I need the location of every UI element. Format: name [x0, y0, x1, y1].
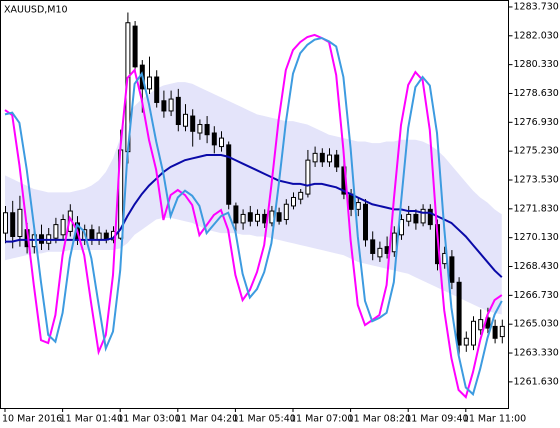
candle-body [319, 152, 325, 163]
candle-body [449, 256, 455, 283]
indicator-line [5, 154, 503, 278]
candle-body [226, 144, 232, 205]
candle-body [175, 96, 181, 126]
x-tick-label: 11 Mar 05:40 [232, 414, 295, 425]
candle-body [247, 212, 253, 222]
candle-body [190, 115, 196, 132]
candle-body [478, 319, 484, 331]
candle-body [291, 196, 296, 207]
plot-frame [0, 0, 509, 409]
candle-body [10, 212, 16, 237]
candle-body [219, 137, 224, 148]
candle-body [17, 208, 23, 237]
candle-body [147, 76, 152, 90]
candle-body [233, 205, 239, 224]
x-tick-label: 11 Mar 11:00 [463, 414, 526, 425]
candle-body [161, 100, 167, 112]
candle-body [327, 154, 332, 163]
candle-body [427, 208, 433, 226]
candle-body [499, 325, 505, 338]
x-tick-label: 10 Mar 2016 [2, 414, 62, 425]
candle-body [183, 113, 188, 127]
candle-body [492, 325, 498, 339]
indicator-line [4, 36, 503, 397]
candle-body [298, 191, 304, 200]
y-tick-label: 1275.230 [514, 146, 559, 157]
candle-body [377, 247, 383, 258]
candle-body [413, 213, 419, 224]
candle-body [154, 76, 160, 103]
y-tick-label: 1276.930 [514, 117, 559, 128]
candle-body [471, 320, 476, 346]
candle-body [355, 202, 361, 210]
candle-body [370, 239, 376, 254]
y-tick-label: 1265.030 [514, 319, 559, 330]
candle-body [132, 25, 138, 68]
candle-body [60, 219, 66, 236]
y-tick-label: 1268.430 [514, 261, 559, 272]
plot-area [3, 12, 505, 400]
candle-body [53, 224, 59, 239]
candle-body [406, 213, 412, 222]
x-tick-label: 11 Mar 08:20 [348, 414, 411, 425]
candle-body [463, 337, 469, 346]
y-tick-label: 1271.830 [514, 203, 559, 214]
candle-body [3, 212, 8, 234]
x-tick-label: 11 Mar 03:00 [117, 414, 180, 425]
candle-body [240, 213, 246, 224]
chart-title: XAUUSD,M10 [4, 5, 68, 16]
x-tick-label: 11 Mar 01:40 [60, 414, 123, 425]
candle-body [96, 232, 102, 241]
candle-body [204, 124, 210, 136]
candle-body [255, 213, 260, 222]
candle-body [276, 212, 282, 222]
y-tick-label: 1270.130 [514, 232, 559, 243]
candle-body [334, 154, 340, 168]
x-tick-label: 11 Mar 04:20 [175, 414, 238, 425]
candle-body [305, 159, 311, 195]
y-tick-label: 1278.630 [514, 88, 559, 99]
y-tick-label: 1283.730 [514, 1, 559, 12]
y-tick-label: 1266.730 [514, 290, 559, 301]
candle-body [348, 193, 354, 210]
x-tick-label: 11 Mar 09:40 [405, 414, 468, 425]
candle-body [197, 124, 203, 134]
candle-body [391, 232, 397, 253]
candle-body [211, 132, 217, 146]
y-tick-label: 1280.330 [514, 59, 559, 70]
indicator-line [4, 33, 503, 400]
candle-body [89, 229, 95, 241]
candle-body [283, 203, 289, 221]
candle-body [456, 281, 462, 346]
candle-body [168, 98, 174, 112]
candle-body [363, 203, 368, 241]
y-tick-label: 1263.330 [514, 348, 559, 359]
x-tick-label: 11 Mar 07:00 [290, 414, 353, 425]
candle-body [420, 208, 426, 224]
y-tick-label: 1282.030 [514, 30, 559, 41]
y-tick-label: 1273.530 [514, 174, 559, 185]
y-tick-label: 1261.630 [514, 376, 559, 387]
candle-body [312, 152, 318, 163]
